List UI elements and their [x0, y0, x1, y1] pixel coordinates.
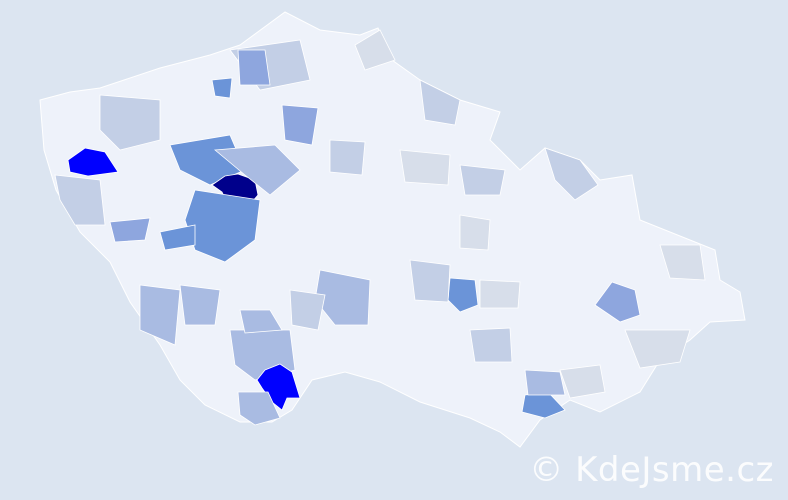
map-region	[469, 327, 513, 363]
map-region	[459, 164, 506, 196]
map-region	[213, 144, 301, 196]
map-region	[54, 174, 106, 226]
map-region	[479, 279, 521, 309]
map-region	[237, 391, 281, 426]
map-region	[524, 369, 566, 396]
map-region	[419, 79, 461, 126]
map-region	[399, 149, 451, 186]
map-region	[159, 224, 196, 251]
map-region	[67, 147, 119, 177]
map-region	[179, 284, 221, 326]
map-region	[659, 244, 706, 281]
country-outline	[39, 11, 746, 448]
map-region	[594, 281, 641, 323]
map-region	[211, 77, 233, 99]
map-region	[109, 217, 151, 243]
map-region	[184, 189, 261, 263]
map-region	[239, 309, 283, 334]
map-region	[354, 29, 396, 71]
map-region	[237, 49, 271, 86]
map-region	[624, 329, 691, 369]
map-region	[139, 284, 181, 346]
map-region	[99, 94, 161, 151]
map-region	[459, 214, 491, 251]
map-region	[281, 104, 319, 146]
watermark: © KdeJsme.cz	[529, 450, 774, 490]
map-region	[289, 289, 326, 331]
map-region	[544, 147, 599, 201]
map-region	[329, 139, 366, 176]
map-region	[409, 259, 451, 303]
map-region	[559, 364, 606, 399]
